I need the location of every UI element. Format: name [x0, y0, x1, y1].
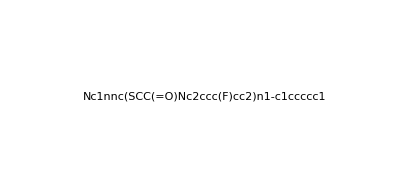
Text: Nc1nnc(SCC(=O)Nc2ccc(F)cc2)n1-c1ccccc1: Nc1nnc(SCC(=O)Nc2ccc(F)cc2)n1-c1ccccc1	[83, 91, 326, 102]
